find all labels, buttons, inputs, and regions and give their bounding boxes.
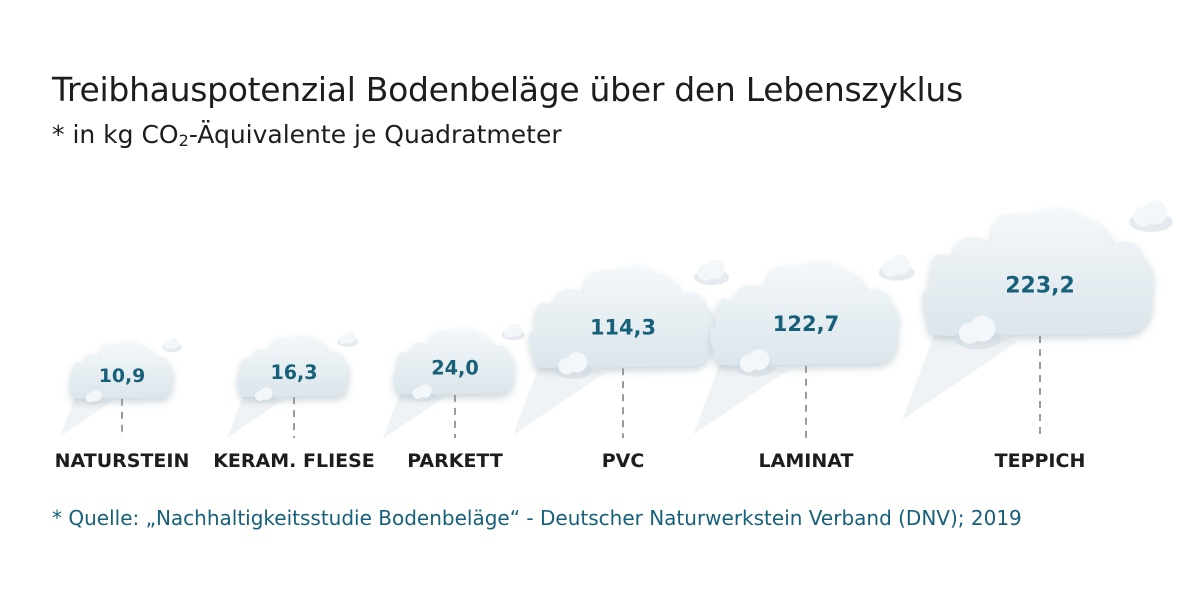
value-label-6: 223,2 <box>1005 273 1075 298</box>
cloud-bar-2: 16,3 KERAM. FLIESE <box>213 331 375 472</box>
subtitle-prefix: * in kg CO <box>52 120 179 149</box>
chart-title: Treibhauspotenzial Bodenbeläge über den … <box>52 70 963 109</box>
small-puff-top-5 <box>878 254 915 281</box>
category-label-1: NATURSTEIN <box>55 450 190 472</box>
small-puff-bottom-6-right <box>969 315 996 342</box>
small-puff-top-3 <box>501 323 525 341</box>
cloud-shadow-1 <box>60 393 113 437</box>
category-label-5: LAMINAT <box>759 450 854 472</box>
value-label-1: 10,9 <box>99 365 146 387</box>
value-label-3: 24,0 <box>431 357 479 380</box>
cloud-shadow-4 <box>513 359 606 436</box>
cloud-bar-6: 223,2 TEPPICH <box>902 200 1174 472</box>
chart-subtitle: * in kg CO2-Äquivalente je Quadratmeter <box>52 120 562 150</box>
small-puff-bottom-1 <box>83 389 105 405</box>
value-label-2: 16,3 <box>270 361 317 384</box>
small-puff-bottom-3-right <box>418 384 432 398</box>
value-label-5: 122,7 <box>773 312 839 336</box>
subtitle-subscript: 2 <box>178 131 189 150</box>
small-puff-top-2 <box>337 331 359 347</box>
small-puff-top-6 <box>1128 200 1174 232</box>
cloud-bar-4: 114,3 PVC <box>513 259 730 472</box>
value-label-4: 114,3 <box>590 315 656 339</box>
small-puff-bottom-5 <box>736 349 775 377</box>
small-puff-bottom-1-right <box>90 389 102 402</box>
cloud-shadow-5 <box>693 356 788 435</box>
cloud-5 <box>710 261 899 366</box>
small-puff-top-4 <box>694 259 730 286</box>
small-puff-top-6-right <box>1143 200 1168 225</box>
cloud-bar-1: 10,9 NATURSTEIN <box>55 337 190 472</box>
small-puff-bottom-2-right <box>259 387 273 400</box>
small-puff-top-5-right <box>890 254 911 275</box>
category-label-3: PARKETT <box>407 450 503 472</box>
cloud-3 <box>393 328 515 395</box>
cloud-bar-3: 24,0 PARKETT <box>382 323 525 472</box>
small-puff-bottom-5-right <box>748 349 770 371</box>
small-puff-top-3-right <box>509 323 522 337</box>
small-puff-bottom-4-right <box>566 352 588 373</box>
cloud-bar-5: 122,7 LAMINAT <box>693 254 915 472</box>
category-label-6: TEPPICH <box>995 450 1086 472</box>
small-puff-top-1 <box>161 337 182 353</box>
small-puff-top-2-right <box>343 331 356 344</box>
cloud-1 <box>69 341 174 399</box>
cloud-6 <box>922 208 1154 336</box>
small-puff-bottom-2 <box>252 387 276 404</box>
cloud-shadow-2 <box>227 391 284 438</box>
category-label-2: KERAM. FLIESE <box>213 450 375 472</box>
small-puff-top-4-right <box>705 259 725 280</box>
cloud-shadow-6 <box>902 324 1018 420</box>
source-note: * Quelle: „Nachhaltigkeitsstudie Bodenbe… <box>52 506 1022 530</box>
small-puff-bottom-6 <box>954 315 1002 350</box>
category-label-4: PVC <box>602 450 645 472</box>
small-puff-bottom-4 <box>554 352 593 379</box>
subtitle-suffix: -Äquivalente je Quadratmeter <box>188 120 562 149</box>
small-puff-bottom-3 <box>410 384 435 402</box>
cloud-2 <box>237 335 349 398</box>
cloud-4 <box>529 266 714 369</box>
cloud-shadow-3 <box>382 388 444 439</box>
small-puff-top-1-right <box>168 337 180 349</box>
